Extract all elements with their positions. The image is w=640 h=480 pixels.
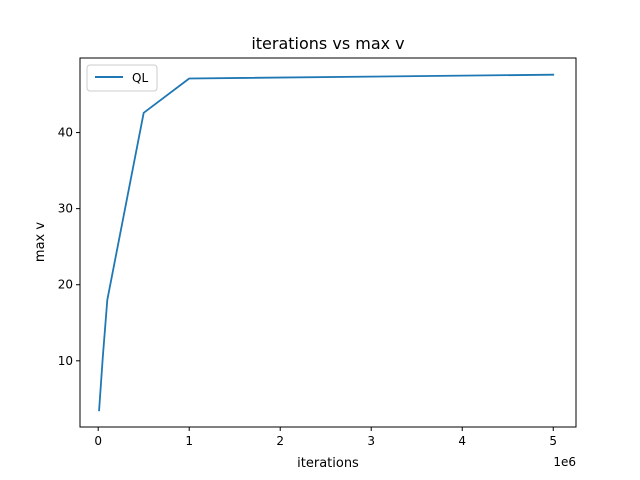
plot-area xyxy=(98,73,555,412)
x-tick-label: 2 xyxy=(276,434,284,448)
y-tick-label: 10 xyxy=(58,354,73,368)
x-tick-label: 5 xyxy=(549,434,557,448)
y-axis-label: max v xyxy=(33,222,48,262)
x-axis-offset-text: 1e6 xyxy=(553,455,576,469)
y-tick-label: 40 xyxy=(58,126,73,140)
x-tick-label: 4 xyxy=(458,434,466,448)
x-tick-label: 0 xyxy=(94,434,102,448)
axes-frame xyxy=(79,57,577,428)
x-axis-label: iterations xyxy=(297,456,359,471)
legend: QL xyxy=(86,64,158,92)
y-tick-label: 30 xyxy=(58,202,73,216)
y-tick-label: 20 xyxy=(58,278,73,292)
chart-title: iterations vs max v xyxy=(251,34,404,53)
x-tick-label: 1 xyxy=(185,434,193,448)
x-tick-label: 3 xyxy=(367,434,375,448)
series-line-ql xyxy=(98,73,555,412)
legend-label-ql: QL xyxy=(132,71,148,85)
x-axis: 0 1 2 3 4 5 xyxy=(94,427,557,448)
y-axis: 10 20 30 40 xyxy=(58,126,80,368)
